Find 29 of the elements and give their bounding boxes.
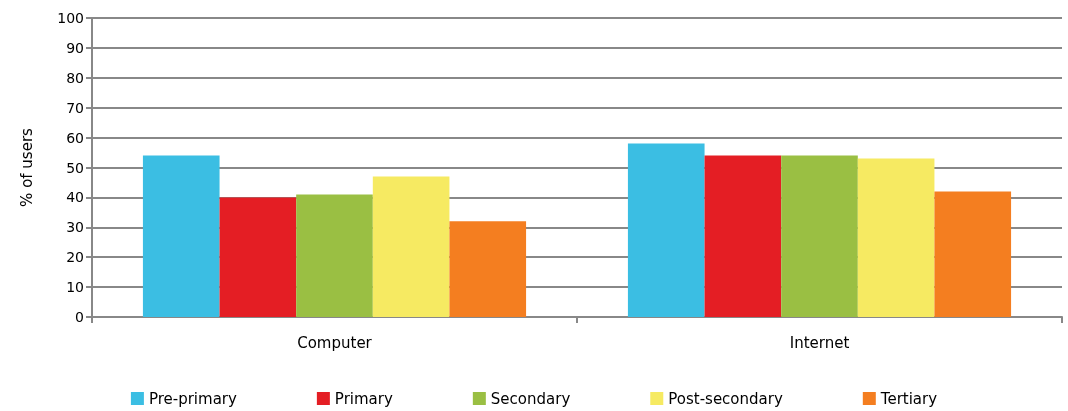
y-tick-label: 10 (66, 279, 84, 296)
x-tick-label: Internet (789, 333, 850, 352)
bar (219, 197, 297, 317)
y-tick-label: 70 (66, 99, 84, 116)
bar (857, 158, 935, 317)
legend-label: Post-secondary (668, 389, 783, 408)
y-tick-label: 100 (57, 10, 84, 26)
y-tick-label: 90 (66, 39, 84, 56)
x-tick-label: Computer (297, 333, 373, 352)
legend-label: Pre-primary (148, 389, 237, 408)
bar (627, 143, 705, 317)
legend-label: Primary (334, 389, 393, 408)
y-axis-title: % of users (17, 127, 36, 207)
bar (934, 191, 1012, 317)
legend-label: Tertiary (879, 389, 938, 408)
bar (781, 155, 858, 317)
bar (372, 176, 450, 317)
bar (449, 221, 527, 317)
y-tick-label: 20 (66, 249, 84, 266)
legend-label: Secondary (490, 389, 571, 408)
bar (142, 155, 220, 317)
bar (296, 194, 373, 317)
bar (704, 155, 782, 317)
y-tick-label: 40 (66, 189, 84, 206)
y-tick-label: 60 (66, 129, 84, 146)
y-tick-label: 30 (66, 219, 84, 236)
y-tick-label: 80 (66, 69, 84, 86)
y-tick-label: 0 (75, 309, 84, 325)
y-tick-label: 50 (66, 159, 84, 176)
